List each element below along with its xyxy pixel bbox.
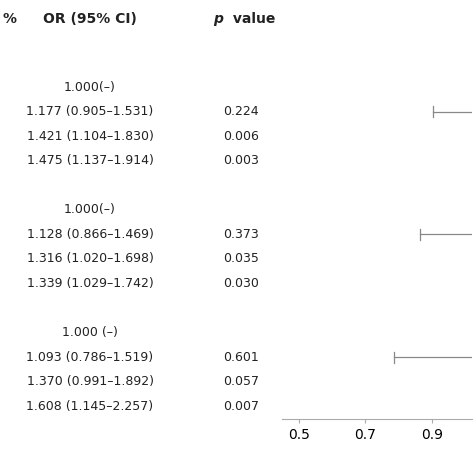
Text: 0.035: 0.035 [223,253,259,265]
Text: 0.030: 0.030 [223,277,259,290]
Text: 1.608 (1.145–2.257): 1.608 (1.145–2.257) [27,400,154,413]
Text: 0.373: 0.373 [223,228,258,241]
Text: 0.601: 0.601 [223,351,258,364]
Text: 1.177 (0.905–1.531): 1.177 (0.905–1.531) [27,105,154,118]
Text: 0.057: 0.057 [223,375,259,388]
Text: 0.003: 0.003 [223,154,259,167]
Text: 0.006: 0.006 [223,130,259,143]
Text: 1.128 (0.866–1.469): 1.128 (0.866–1.469) [27,228,154,241]
Text: OR (95% CI): OR (95% CI) [43,12,137,26]
Text: 0.007: 0.007 [223,400,259,413]
Text: 1.000 (–): 1.000 (–) [62,326,118,339]
Text: %: % [2,12,17,26]
Text: 1.370 (0.991–1.892): 1.370 (0.991–1.892) [27,375,154,388]
Text: 1.000(–): 1.000(–) [64,81,116,93]
Text: 1.316 (1.020–1.698): 1.316 (1.020–1.698) [27,253,154,265]
Text: 0.224: 0.224 [223,105,258,118]
Text: p: p [213,12,223,26]
Text: 1.421 (1.104–1.830): 1.421 (1.104–1.830) [27,130,154,143]
Text: 1.093 (0.786–1.519): 1.093 (0.786–1.519) [27,351,154,364]
Text: 1.475 (1.137–1.914): 1.475 (1.137–1.914) [27,154,154,167]
Text: 1.000(–): 1.000(–) [64,203,116,216]
Text: value: value [228,12,275,26]
Text: 1.339 (1.029–1.742): 1.339 (1.029–1.742) [27,277,154,290]
